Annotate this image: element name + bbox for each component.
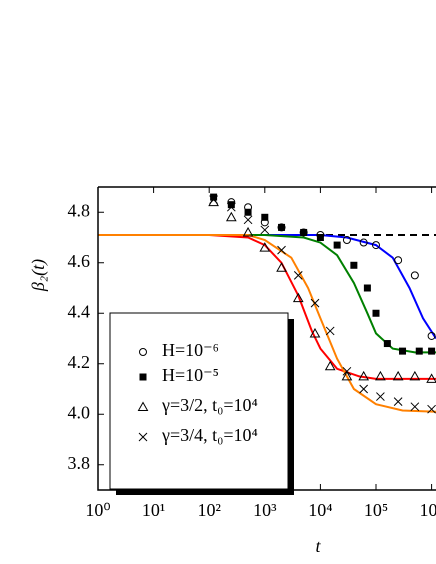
axes-frame [97,186,436,491]
point [225,211,237,222]
point [394,256,403,265]
point [244,208,252,216]
point [310,298,320,308]
y-tick-label: 4.6 [68,251,91,271]
point [300,228,308,236]
point [392,370,404,381]
legend-marker [137,401,149,411]
legend-box [109,312,289,490]
x-tick-label: 10³ [253,500,277,520]
point [292,292,304,303]
point [226,202,236,212]
legend-marker [139,373,147,381]
point [293,271,303,280]
point [325,326,335,336]
point [393,397,403,406]
legend-label: γ=3/2, t₀=10⁴ [161,395,258,415]
x-tick-label: 10⁰ [85,500,110,520]
point [324,360,336,371]
x-tick-label: 10¹ [142,500,165,520]
point [243,215,253,225]
x-tick-label: 10⁶ [419,500,436,520]
point [410,402,420,412]
point [259,242,271,252]
legend-label: H=10⁻⁶ [162,340,219,360]
point [277,245,286,255]
point [372,309,380,317]
legend-marker [139,348,147,356]
point [427,331,436,340]
point [276,262,287,272]
point [350,261,358,269]
y-tick-label: 4.4 [68,301,91,321]
legend-label: γ=3/4, t₀=10⁴ [161,425,258,445]
fit-curve [98,234,436,413]
x-tick-label: 10⁵ [364,500,388,520]
point [363,284,371,292]
y-tick-label: 4.8 [68,200,91,220]
fit-curve [98,234,436,380]
point [342,366,352,376]
point [316,234,324,241]
point [227,201,235,209]
fit-curve [98,234,436,340]
y-tick-label: 4.2 [68,352,91,372]
point [278,223,286,231]
legend-label: H=10⁻⁵ [162,365,219,385]
x-tick-label: 10⁴ [308,500,332,520]
y-axis-label: β₂(t) [28,259,49,292]
x-tick-label: 10² [197,500,220,520]
x-axis-label: t [315,536,321,556]
point [376,392,385,401]
point [415,347,423,355]
point [426,373,436,383]
legend-marker [138,432,148,442]
point [333,241,341,249]
point [209,195,218,204]
point [260,225,270,235]
point [409,370,421,381]
point [341,370,353,381]
point [358,370,370,381]
point [309,327,321,338]
point [410,271,419,280]
point [242,226,254,237]
point [427,404,436,414]
point [399,347,407,355]
point [359,384,369,394]
point [428,347,436,355]
point [375,370,386,381]
y-tick-label: 3.8 [68,453,91,473]
point [359,238,368,247]
point [383,340,391,348]
point [342,236,351,245]
point [371,241,380,250]
point [261,213,269,221]
y-tick-label: 4.0 [68,402,91,422]
